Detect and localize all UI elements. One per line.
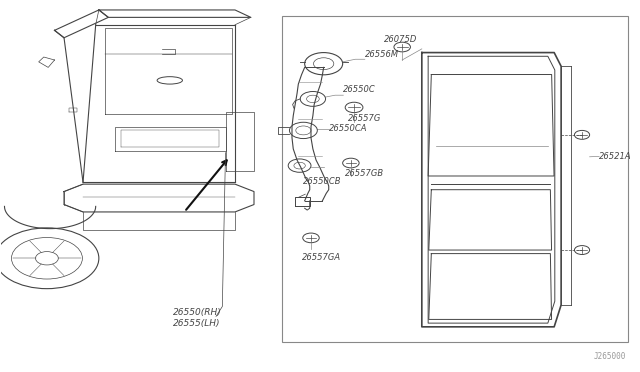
Text: 26556M: 26556M bbox=[365, 49, 399, 58]
Text: J265000: J265000 bbox=[594, 352, 627, 361]
Text: 26555(LH): 26555(LH) bbox=[173, 319, 221, 328]
Text: 26550CA: 26550CA bbox=[329, 124, 367, 133]
Text: 26075D: 26075D bbox=[384, 35, 417, 44]
Text: 26557GA: 26557GA bbox=[301, 253, 340, 262]
Text: 26521A: 26521A bbox=[599, 152, 632, 161]
Text: 26557G: 26557G bbox=[348, 114, 381, 123]
Text: 26557GB: 26557GB bbox=[344, 169, 384, 178]
Text: 26550C: 26550C bbox=[343, 86, 376, 94]
Text: 26550(RH): 26550(RH) bbox=[173, 308, 221, 317]
Text: 26550CB: 26550CB bbox=[303, 177, 342, 186]
Bar bbox=[282, 16, 628, 341]
